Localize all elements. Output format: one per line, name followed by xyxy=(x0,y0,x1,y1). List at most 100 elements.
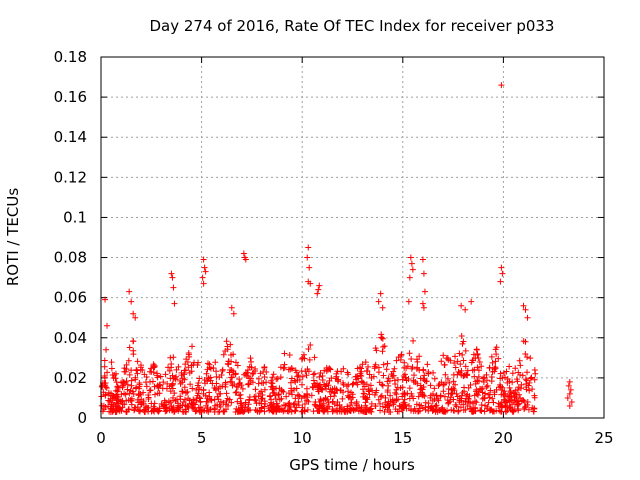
data-point xyxy=(498,264,505,271)
data-point xyxy=(489,368,496,375)
data-point xyxy=(265,405,272,412)
data-point xyxy=(305,398,312,405)
data-point xyxy=(289,391,296,398)
data-point xyxy=(521,406,528,413)
data-point xyxy=(252,366,259,373)
data-point xyxy=(145,394,152,401)
data-point xyxy=(459,351,466,358)
data-point xyxy=(185,395,192,402)
data-point xyxy=(115,384,122,391)
data-point xyxy=(162,371,169,378)
data-point xyxy=(205,374,212,381)
data-point xyxy=(303,372,310,379)
data-point xyxy=(566,390,573,397)
data-point xyxy=(108,365,115,372)
data-point xyxy=(203,398,210,405)
data-point xyxy=(360,390,367,397)
data-point xyxy=(520,302,527,309)
data-point xyxy=(122,391,129,398)
data-point xyxy=(482,390,489,397)
data-point xyxy=(322,383,329,390)
y-tick-label: 0.18 xyxy=(54,48,87,66)
data-point xyxy=(132,376,139,383)
data-point xyxy=(319,402,326,409)
data-point xyxy=(428,403,435,410)
data-point xyxy=(211,408,218,415)
data-point xyxy=(500,391,507,398)
data-point xyxy=(136,391,143,398)
data-point xyxy=(489,395,496,402)
data-point xyxy=(206,393,213,400)
data-point xyxy=(354,365,361,372)
grid-lines xyxy=(101,57,604,418)
data-point xyxy=(525,382,532,389)
data-point xyxy=(273,376,280,383)
data-point xyxy=(106,408,113,415)
data-point xyxy=(150,369,157,376)
data-point xyxy=(458,332,465,339)
data-point xyxy=(167,375,174,382)
data-point xyxy=(411,372,418,379)
data-point xyxy=(367,405,374,412)
data-point xyxy=(204,378,211,385)
data-point xyxy=(268,401,275,408)
data-point xyxy=(143,373,150,380)
data-point xyxy=(524,369,531,376)
data-point xyxy=(105,389,112,396)
data-point xyxy=(179,388,186,395)
data-point xyxy=(346,393,353,400)
data-point xyxy=(280,365,287,372)
data-point xyxy=(517,395,524,402)
data-point xyxy=(261,408,268,415)
data-point xyxy=(482,402,489,409)
data-point xyxy=(452,364,459,371)
data-point xyxy=(325,382,332,389)
data-point xyxy=(419,256,426,263)
data-point xyxy=(179,375,186,382)
data-point xyxy=(217,403,224,410)
data-point xyxy=(200,256,207,263)
data-point xyxy=(148,400,155,407)
data-point xyxy=(177,380,184,387)
data-point xyxy=(255,375,262,382)
y-tick-label: 0.06 xyxy=(54,289,87,307)
data-point xyxy=(344,392,351,399)
data-point xyxy=(420,270,427,277)
data-point xyxy=(389,396,396,403)
data-point xyxy=(233,388,240,395)
data-point xyxy=(236,376,243,383)
data-point xyxy=(490,399,497,406)
data-point xyxy=(180,399,187,406)
data-point xyxy=(414,358,421,365)
data-point xyxy=(460,372,467,379)
data-point xyxy=(300,351,307,358)
data-point xyxy=(146,387,153,394)
data-point xyxy=(526,387,533,394)
data-point xyxy=(276,396,283,403)
data-point xyxy=(375,364,382,371)
x-tick-label: 20 xyxy=(494,429,513,447)
data-point xyxy=(473,388,480,395)
data-point xyxy=(149,378,156,385)
data-point xyxy=(461,384,468,391)
data-point xyxy=(365,388,372,395)
data-point xyxy=(483,384,490,391)
data-point xyxy=(452,353,459,360)
data-point xyxy=(327,366,334,373)
data-point xyxy=(385,375,392,382)
data-point xyxy=(378,334,385,341)
data-point xyxy=(286,351,293,358)
data-point xyxy=(101,357,108,364)
data-point xyxy=(151,407,158,414)
data-point xyxy=(125,397,132,404)
y-tick-label: 0.02 xyxy=(54,369,87,387)
data-point xyxy=(497,383,504,390)
data-point xyxy=(181,367,188,374)
data-point xyxy=(253,400,260,407)
data-point xyxy=(430,369,437,376)
data-point xyxy=(246,375,253,382)
data-point xyxy=(500,369,507,376)
data-point xyxy=(305,346,312,353)
data-point xyxy=(194,392,201,399)
data-point xyxy=(249,379,256,386)
